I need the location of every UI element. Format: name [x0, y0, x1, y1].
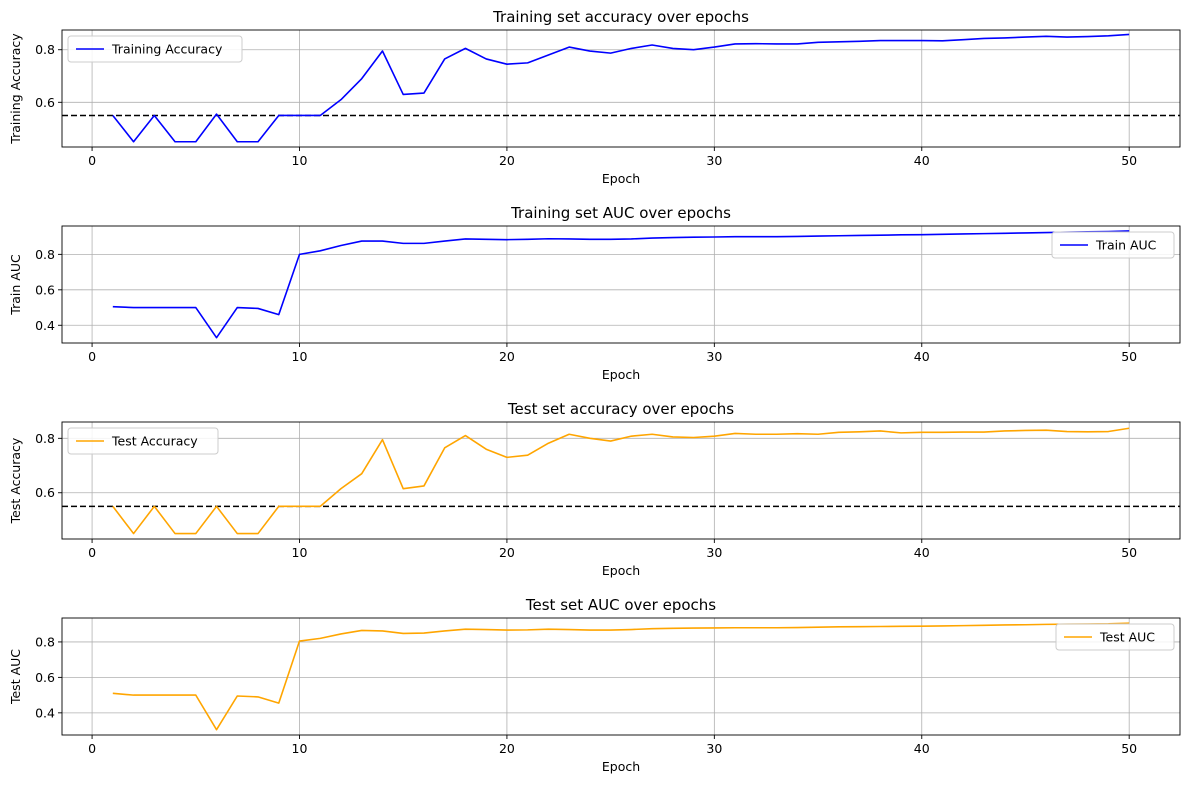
- x-axis-label: Epoch: [602, 563, 640, 578]
- legend-box: [1055, 623, 1175, 651]
- y-axis-label: Test Accuracy: [8, 437, 23, 524]
- y-tick-label: 0.6: [35, 95, 55, 110]
- legend: Test AUC: [1055, 623, 1175, 651]
- axes-frame: [61, 29, 1181, 148]
- legend: Test Accuracy: [67, 427, 219, 455]
- y-tick-label: 0.8: [35, 247, 55, 262]
- y-axis-label: Test AUC: [8, 649, 23, 705]
- x-tick-label: 20: [499, 545, 515, 560]
- legend: Train AUC: [1051, 231, 1175, 259]
- x-tick-label: 40: [914, 741, 930, 756]
- x-tick-label: 20: [499, 741, 515, 756]
- subplot-title: Test set AUC over epochs: [525, 596, 716, 614]
- x-tick-label: 0: [88, 349, 96, 364]
- y-tick-label: 0.6: [35, 282, 55, 297]
- x-tick-label: 20: [499, 153, 515, 168]
- x-tick-label: 10: [292, 349, 308, 364]
- x-tick-label: 50: [1121, 349, 1137, 364]
- y-tick-label: 0.8: [35, 42, 55, 57]
- y-axis-label: Training Accuracy: [8, 33, 23, 145]
- x-axis-label: Epoch: [602, 171, 640, 186]
- axes-frame: [61, 421, 1181, 540]
- x-tick-label: 10: [292, 545, 308, 560]
- subplot-2: 0 10 20 30 40 50 0.4 0.6 0.8 Training set AUC ove…: [8, 204, 1181, 382]
- x-tick-label: 0: [88, 545, 96, 560]
- y-tick-label: 0.6: [35, 485, 55, 500]
- subplot-title: Training set accuracy over epochs: [492, 8, 749, 26]
- series-line-test-auc: [112, 622, 1130, 731]
- x-tick-label: 30: [706, 153, 722, 168]
- legend-box: [67, 35, 243, 63]
- y-tick-label: 0.8: [35, 634, 55, 649]
- x-tick-label: 0: [88, 741, 96, 756]
- y-tick-label: 0.4: [35, 705, 55, 720]
- x-tick-label: 10: [292, 153, 308, 168]
- series-line-test-accuracy: [112, 427, 1130, 535]
- subplot-title: Training set AUC over epochs: [510, 204, 731, 222]
- x-tick-label: 30: [706, 545, 722, 560]
- subplot-1: 0 10 20 30 40 50 0.6 0.8 Training set accuracy o…: [8, 8, 1181, 186]
- legend-box: [67, 427, 219, 455]
- legend: Training Accuracy: [67, 35, 243, 63]
- x-tick-label: 0: [88, 153, 96, 168]
- x-tick-label: 40: [914, 545, 930, 560]
- subplot-3: 0 10 20 30 40 50 0.6 0.8 Test set accuracy over …: [8, 400, 1181, 578]
- x-tick-label: 50: [1121, 545, 1137, 560]
- series-line-training-accuracy: [112, 33, 1130, 143]
- legend-label: Test Accuracy: [111, 434, 198, 449]
- y-axis-label: Train AUC: [8, 254, 23, 316]
- y-tick-label: 0.6: [35, 670, 55, 685]
- subplot-4: 0 10 20 30 40 50 0.4 0.6 0.8 Test set AUC over ep…: [8, 596, 1181, 774]
- x-tick-label: 10: [292, 741, 308, 756]
- x-axis-label: Epoch: [602, 367, 640, 382]
- legend-label: Training Accuracy: [111, 42, 223, 57]
- x-tick-label: 50: [1121, 153, 1137, 168]
- legend-label: Test AUC: [1099, 630, 1155, 645]
- subplot-title: Test set accuracy over epochs: [507, 400, 734, 418]
- y-tick-label: 0.8: [35, 431, 55, 446]
- x-tick-label: 40: [914, 153, 930, 168]
- axes-frame: [61, 225, 1181, 344]
- x-tick-label: 30: [706, 741, 722, 756]
- x-axis-label: Epoch: [602, 759, 640, 774]
- legend-box: [1051, 231, 1175, 259]
- x-tick-label: 20: [499, 349, 515, 364]
- legend-label: Train AUC: [1095, 238, 1157, 253]
- axes-frame: [61, 617, 1181, 736]
- x-tick-label: 40: [914, 349, 930, 364]
- x-tick-label: 50: [1121, 741, 1137, 756]
- series-line-train-auc: [112, 230, 1130, 339]
- y-tick-label: 0.4: [35, 318, 55, 333]
- x-tick-label: 30: [706, 349, 722, 364]
